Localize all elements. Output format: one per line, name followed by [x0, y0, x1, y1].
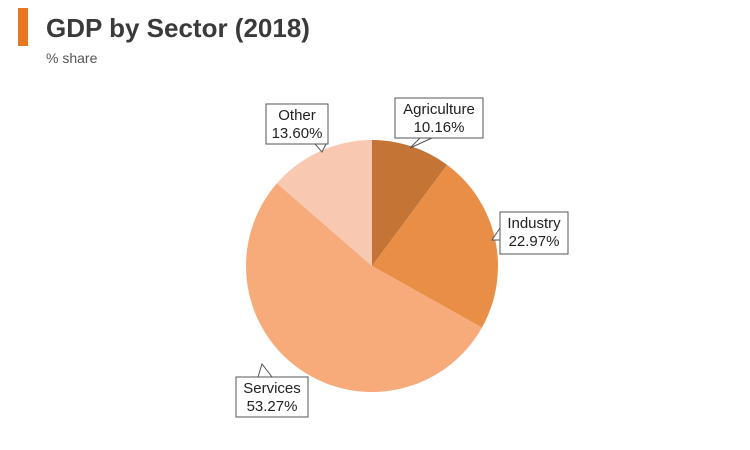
chart-subtitle: % share [46, 50, 98, 66]
pie-slice-other [276, 140, 372, 266]
data-label-name: Industry [507, 215, 561, 232]
pie-slice-services [246, 183, 482, 392]
data-label-value: 53.27% [247, 398, 298, 415]
data-label-name: Services [243, 380, 301, 397]
pie-slice-agriculture [372, 140, 448, 266]
data-label-name: Other [278, 107, 316, 124]
data-label-name: Agriculture [403, 101, 475, 118]
pie-slice-industry [372, 164, 499, 328]
title-accent-bar [18, 8, 28, 46]
data-label-value: 13.60% [272, 125, 323, 142]
data-label-value: 22.97% [509, 233, 560, 250]
data-label-value: 10.16% [414, 119, 465, 136]
chart-title: GDP by Sector (2018) [46, 13, 310, 43]
